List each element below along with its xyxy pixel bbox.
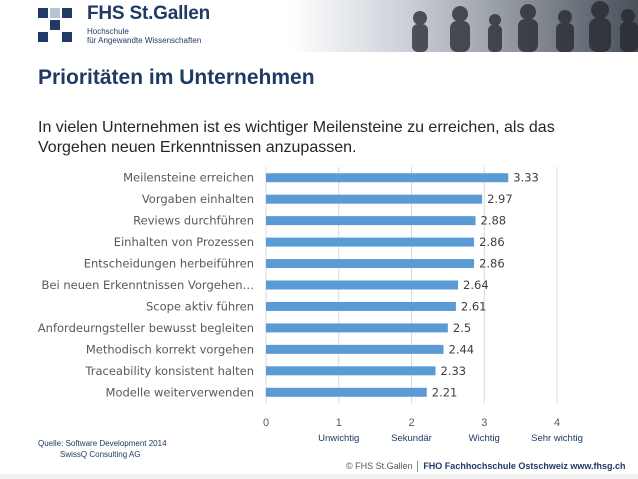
x-tick-label: 4 [554, 417, 560, 429]
bar [266, 216, 476, 226]
data-label: 2.97 [487, 192, 513, 206]
x-tick-label: 2 [408, 417, 414, 429]
logo-square [50, 20, 60, 30]
scale-label: Sekundär [391, 433, 432, 444]
footer-band [0, 474, 638, 479]
data-label: 2.64 [463, 278, 489, 292]
bar [266, 280, 459, 290]
logo-square [38, 8, 48, 18]
scale-label: Unwichtig [318, 433, 359, 444]
category-label: Bei neuen Erkenntnissen Vorgehen… [42, 278, 254, 292]
category-label: Vorgaben einhalten [142, 192, 254, 206]
x-tick-label: 1 [336, 417, 342, 429]
data-label: 2.21 [432, 385, 458, 399]
data-label: 3.33 [513, 171, 539, 185]
bar [266, 344, 444, 354]
data-label: 2.86 [479, 235, 505, 249]
data-label: 2.44 [449, 342, 475, 356]
category-label: Anfordeurngsteller bewusst begleiten [38, 321, 254, 335]
bar [266, 173, 509, 183]
footer-school: FHO Fachhochschule Ostschweiz [423, 461, 568, 471]
data-label: 2.5 [453, 321, 471, 335]
bar [266, 387, 427, 397]
category-label: Meilensteine erreichen [123, 171, 254, 185]
logo-subtitle-line2: für Angewandte Wissenschaften [87, 36, 202, 45]
bar [266, 323, 448, 333]
category-label: Einhalten von Prozessen [114, 235, 254, 249]
logo-name: FHS St.Gallen [87, 3, 211, 24]
bar [266, 194, 483, 204]
logo-square [38, 32, 48, 42]
data-label: 2.61 [461, 299, 487, 313]
footer-copyright: © FHS St.Gallen [346, 461, 413, 471]
data-label: 2.33 [441, 364, 467, 378]
bar [266, 259, 475, 269]
logo-square [50, 8, 60, 18]
category-label: Entscheidungen herbeiführen [84, 257, 254, 271]
footer-organization: SwissQ Consulting AG [60, 450, 141, 459]
bar [266, 301, 456, 311]
footer-separator: │ [415, 461, 424, 471]
fhs-logo: FHS St.Gallen Hochschule für Angewandte … [38, 3, 238, 48]
bar [266, 237, 475, 247]
scale-label: Wichtig [469, 433, 500, 444]
category-label: Methodisch korrekt vorgehen [86, 342, 254, 356]
slide-subtitle: In vielen Unternehmen ist es wichtiger M… [38, 119, 555, 156]
logo-subtitle-line1: Hochschule [87, 27, 129, 36]
slide-header: FHS St.Gallen Hochschule für Angewandte … [0, 0, 638, 52]
category-label: Modelle weiterverwenden [106, 385, 254, 399]
data-label: 2.86 [479, 257, 505, 271]
logo-square [62, 32, 72, 42]
slide-title: Prioritäten im Unternehmen [38, 66, 315, 89]
x-tick-label: 0 [263, 417, 269, 429]
data-label: 2.88 [481, 214, 507, 228]
scale-label: Sehr wichtig [531, 433, 583, 444]
category-label: Reviews durchführen [133, 214, 254, 228]
footer-branding: © FHS St.Gallen │ FHO Fachhochschule Ost… [346, 461, 626, 471]
crowd-banner-image [290, 0, 638, 52]
footer-source: Quelle: Software Development 2014 [38, 439, 167, 448]
category-label: Traceability konsistent halten [84, 364, 254, 378]
bar [266, 366, 436, 376]
logo-square [62, 8, 72, 18]
x-tick-label: 3 [481, 417, 487, 429]
footer-url: www.fhsg.ch [570, 461, 626, 471]
category-label: Scope aktiv führen [146, 299, 254, 313]
